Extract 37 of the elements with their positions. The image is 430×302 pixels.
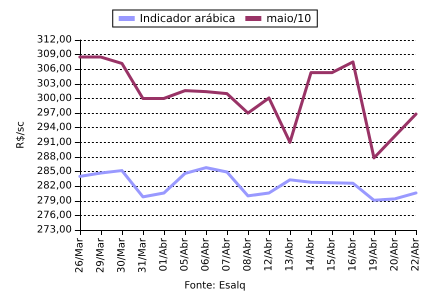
y-tick-label: 300,00 xyxy=(36,92,72,104)
x-tick-label: 06/Abr xyxy=(200,237,212,272)
x-tick-label: 07/Abr xyxy=(221,237,232,272)
x-tick-label: 19/Abr xyxy=(368,237,380,272)
legend-label: Indicador arábica xyxy=(140,12,236,25)
y-tick-label: 288,00 xyxy=(36,151,72,162)
x-tick-label: 14/Abr xyxy=(305,237,316,272)
x-tick-label: 26/Mar xyxy=(74,237,86,273)
y-tick-label: 312,00 xyxy=(36,34,72,46)
x-tick-label: 31/Mar xyxy=(137,237,148,273)
x-tick-label: 22/Abr xyxy=(410,237,422,272)
y-tick-label: 285,00 xyxy=(36,166,72,178)
x-tick-label: 05/Abr xyxy=(179,237,190,272)
y-tick-label: 291,00 xyxy=(36,136,72,148)
legend-label: maio/10 xyxy=(266,12,312,25)
x-tick-label: 16/Abr xyxy=(347,237,358,272)
y-tick-label: 279,00 xyxy=(36,195,72,206)
x-tick-label: 20/Abr xyxy=(389,237,400,272)
y-axis-title: R$/sc xyxy=(16,121,26,149)
y-tick-label: 294,00 xyxy=(36,122,72,134)
y-tick-label: 276,00 xyxy=(36,210,72,221)
y-tick-label: 306,00 xyxy=(36,64,72,75)
y-tick-label: 297,00 xyxy=(36,108,72,119)
x-tick-label: 13/Abr xyxy=(284,237,296,272)
x-tick-label: 01/Abr xyxy=(158,237,170,272)
y-tick-label: 282,00 xyxy=(36,180,72,192)
x-tick-label: 12/Abr xyxy=(263,237,274,272)
x-tick-label: 15/Abr xyxy=(326,237,338,272)
x-tick-label: 29/Mar xyxy=(95,237,106,273)
x-tick-label: 30/Mar xyxy=(116,237,128,273)
line-series xyxy=(78,56,418,160)
source-note: Fonte: Esalq xyxy=(184,280,246,292)
line-series xyxy=(78,166,418,202)
y-tick-label: 309,00 xyxy=(36,49,72,60)
x-tick-label: 08/Abr xyxy=(242,237,254,272)
y-tick-label: 273,00 xyxy=(36,224,72,236)
y-tick-label: 303,00 xyxy=(36,78,72,90)
